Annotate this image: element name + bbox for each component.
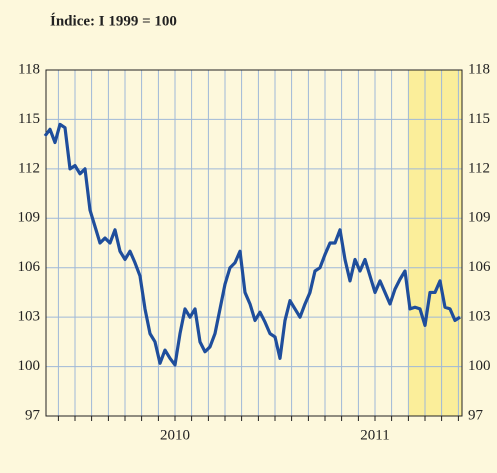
y-tick-label: 115 bbox=[18, 111, 40, 127]
y2-tick-label: 112 bbox=[468, 160, 490, 176]
y-tick-label: 100 bbox=[18, 358, 41, 374]
y2-tick-label: 115 bbox=[468, 111, 490, 127]
y-tick-label: 118 bbox=[18, 61, 40, 77]
y2-tick-label: 97 bbox=[468, 407, 484, 423]
y2-tick-label: 106 bbox=[468, 259, 491, 275]
y2-tick-label: 103 bbox=[468, 309, 491, 325]
y-tick-label: 112 bbox=[18, 160, 40, 176]
highlight-band bbox=[408, 70, 462, 416]
plot-area bbox=[46, 70, 462, 416]
x-tick-label: 2011 bbox=[360, 427, 389, 443]
y2-tick-label: 100 bbox=[468, 358, 491, 374]
y-tick-label: 97 bbox=[25, 407, 41, 423]
plot-border bbox=[45, 69, 463, 417]
y2-tick-label: 118 bbox=[468, 61, 490, 77]
y-tick-label: 109 bbox=[18, 210, 41, 226]
y-tick-label: 106 bbox=[18, 259, 41, 275]
y2-tick-label: 109 bbox=[468, 210, 491, 226]
data-line bbox=[43, 122, 461, 367]
x-tick-label: 2010 bbox=[160, 427, 190, 443]
y-tick-label: 103 bbox=[18, 309, 41, 325]
chart-title: Índice: I 1999 = 100 bbox=[50, 12, 177, 29]
